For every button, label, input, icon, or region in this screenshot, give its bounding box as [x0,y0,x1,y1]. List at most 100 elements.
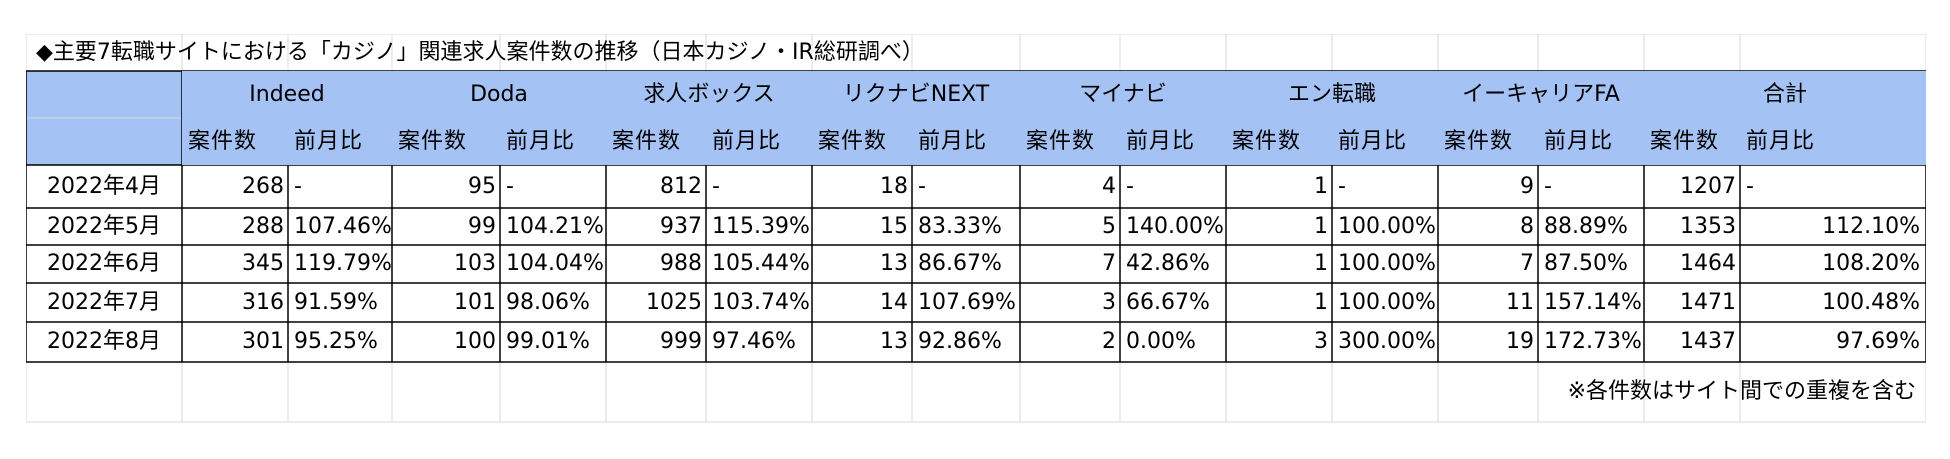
case-count: 95 [468,173,496,199]
month-ratio: 92.86% [918,329,1002,354]
month-ratio: 0.00% [1126,329,1196,354]
case-count: 316 [242,289,284,315]
case-count: 14 [880,289,908,315]
footnote: ※各件数はサイト間での重複を含む [1567,379,1916,404]
spreadsheet: ◆主要7転職サイトにおける「カジノ」関連求人案件数の推移（日本カジノ・IR総研調… [26,34,1926,424]
case-count: 999 [660,329,702,354]
count-header: 案件数 [1226,118,1332,165]
case-count: 3 [1314,329,1328,354]
case-count: 1353 [1680,213,1736,239]
month-ratio: 103.74% [712,289,810,315]
site-header: リクナビNEXT [812,71,1020,118]
month-ratio: 105.44% [712,251,810,276]
month-ratio: 157.14% [1544,289,1642,315]
month-label: 2022年6月 [47,251,161,276]
case-count: 1471 [1680,289,1736,315]
case-count: 8 [1520,213,1534,239]
count-header: 案件数 [182,118,288,165]
case-count: 4 [1102,173,1116,199]
ratio-header: 前月比 [1538,118,1644,165]
month-ratio: 104.04% [506,251,604,276]
case-count: 268 [242,173,284,199]
site-header: マイナビ [1020,71,1226,118]
case-count: 7 [1520,251,1534,276]
case-count: 345 [242,251,284,276]
month-ratio: 87.50% [1544,251,1628,276]
case-count: 99 [468,213,496,239]
month-ratio: - [1544,173,1552,199]
month-ratio: 99.01% [506,329,590,354]
ratio-header: 前月比 [500,118,606,165]
month-ratio: - [1338,173,1346,199]
month-label: 2022年8月 [47,329,161,354]
count-header: 案件数 [812,118,912,165]
case-count: 1 [1314,213,1328,239]
ratio-header: 前月比 [1120,118,1226,165]
case-count: 288 [242,213,284,239]
month-ratio: - [506,173,514,199]
case-count: 101 [454,289,496,315]
month-label: 2022年4月 [47,173,161,199]
month-ratio: 88.89% [1544,213,1628,239]
month-ratio: 140.00% [1126,213,1224,239]
case-count: 3 [1102,289,1116,315]
month-ratio: 100.48% [1822,289,1920,315]
site-header: エン転職 [1226,71,1438,118]
month-ratio: - [712,173,720,199]
ratio-header: 前月比 [912,118,1020,165]
case-count: 1437 [1680,329,1736,354]
case-count: 19 [1506,329,1534,354]
month-ratio: 108.20% [1822,251,1920,276]
case-count: 1 [1314,251,1328,276]
case-count: 7 [1102,251,1116,276]
month-ratio: 98.06% [506,289,590,315]
site-header: 求人ボックス [606,71,812,118]
month-ratio: 91.59% [294,289,378,315]
count-header: 案件数 [1438,118,1538,165]
ratio-header: 前月比 [1740,118,1926,165]
month-ratio: 83.33% [918,213,1002,239]
month-ratio: 300.00% [1338,329,1436,354]
month-ratio: 107.69% [918,289,1016,315]
case-count: 1 [1314,173,1328,199]
month-ratio: 97.46% [712,329,796,354]
month-ratio: 66.67% [1126,289,1210,315]
month-label: 2022年7月 [47,289,161,315]
month-label: 2022年5月 [47,213,161,239]
site-header: イーキャリアFA [1438,71,1644,118]
case-count: 18 [880,173,908,199]
month-ratio: 95.25% [294,329,378,354]
month-ratio: - [1126,173,1134,199]
case-count: 15 [880,213,908,239]
case-count: 2 [1102,329,1116,354]
month-ratio: 86.67% [918,251,1002,276]
case-count: 11 [1506,289,1534,315]
month-ratio: - [1746,173,1754,199]
case-count: 13 [880,251,908,276]
month-ratio: 107.46% [294,213,392,239]
site-header: 合計 [1644,71,1926,118]
ratio-header: 前月比 [1332,118,1438,165]
case-count: 301 [242,329,284,354]
month-ratio: 100.00% [1338,213,1436,239]
month-ratio: 100.00% [1338,251,1436,276]
count-header: 案件数 [1020,118,1120,165]
month-ratio: 42.86% [1126,251,1210,276]
case-count: 5 [1102,213,1116,239]
month-ratio: - [294,173,302,199]
site-header: Doda [392,71,606,118]
month-ratio: 119.79% [294,251,392,276]
month-ratio: 104.21% [506,213,604,239]
case-count: 1025 [646,289,702,315]
case-count: 1207 [1680,173,1736,199]
case-count: 9 [1520,173,1534,199]
ratio-header: 前月比 [706,118,812,165]
count-header: 案件数 [392,118,500,165]
count-header: 案件数 [606,118,706,165]
case-count: 937 [660,213,702,239]
case-count: 103 [454,251,496,276]
month-ratio: - [918,173,926,199]
case-count: 1 [1314,289,1328,315]
case-count: 1464 [1680,251,1736,276]
ratio-header: 前月比 [288,118,392,165]
